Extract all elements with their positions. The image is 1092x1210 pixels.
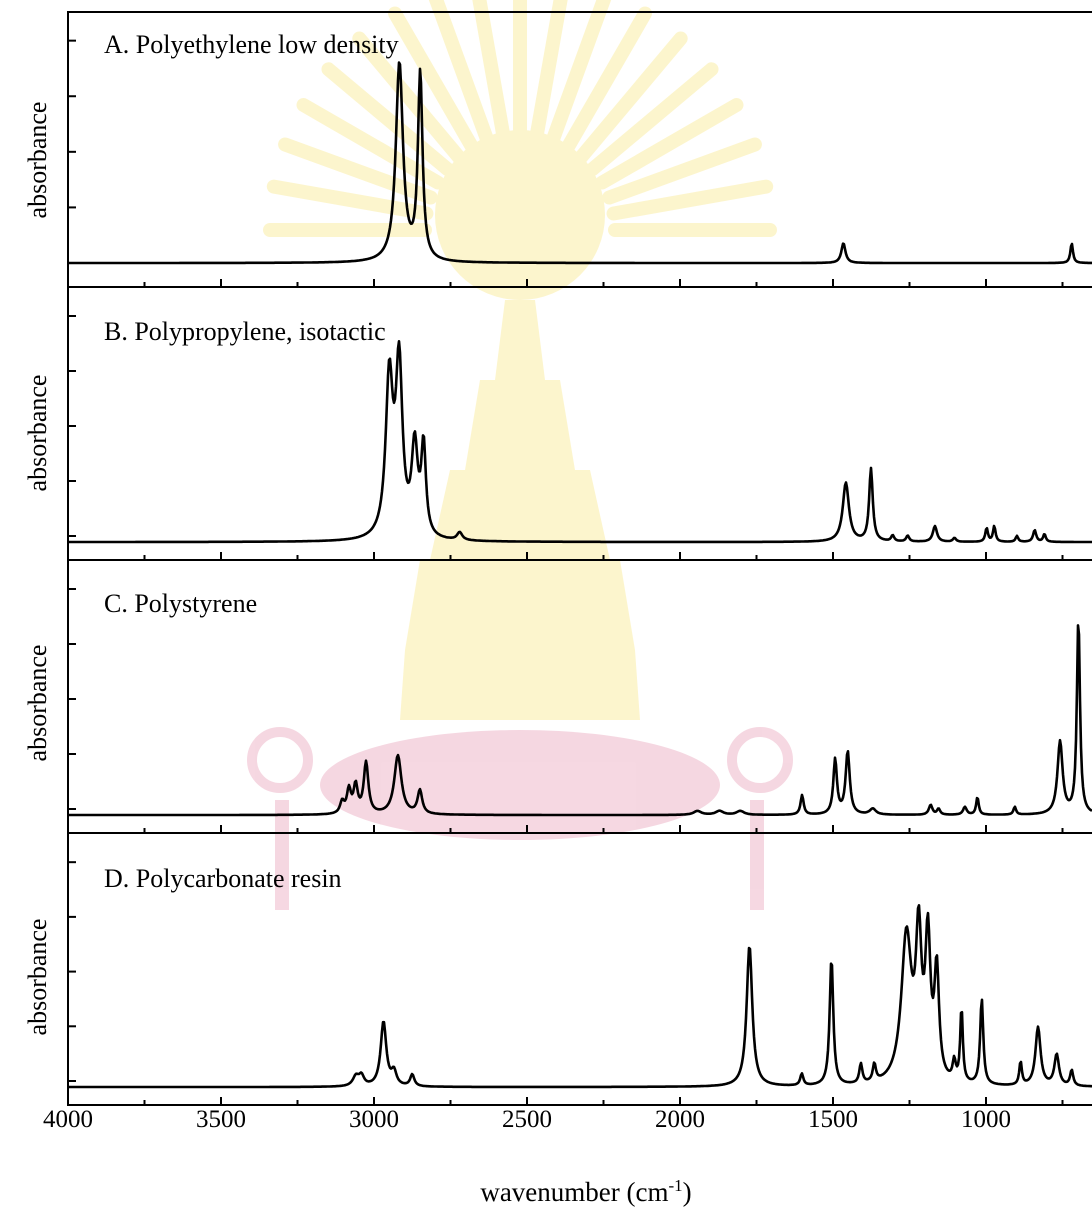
panel-frame — [67, 832, 1092, 1106]
spectrum-line-d — [68, 904, 1092, 1089]
spectrum-line-c — [68, 624, 1092, 817]
spectrum-line-b — [68, 340, 1092, 544]
x-tick-label: 2500 — [502, 1106, 552, 1133]
panel-d-title: D. Polycarbonate resin — [104, 864, 342, 893]
x-tick-label: 3500 — [196, 1106, 246, 1133]
panel-b-title: B. Polypropylene, isotactic — [104, 317, 386, 346]
university-emblem-watermark — [247, 0, 793, 910]
x-tick-label: 2000 — [655, 1106, 705, 1133]
panel-a-title: A. Polyethylene low density — [104, 30, 399, 59]
panel-c-title: C. Polystyrene — [104, 589, 258, 618]
x-tick-label: 1000 — [961, 1106, 1011, 1133]
x-axis-label: wavenumber (cm-1) — [480, 1176, 692, 1207]
x-tick-label: 4000 — [43, 1106, 93, 1133]
x-tick-label: 1500 — [808, 1106, 858, 1133]
spectrum-line-a — [68, 61, 1092, 265]
panel-d — [67, 832, 1092, 1106]
x-tick-label: 3000 — [349, 1106, 399, 1133]
